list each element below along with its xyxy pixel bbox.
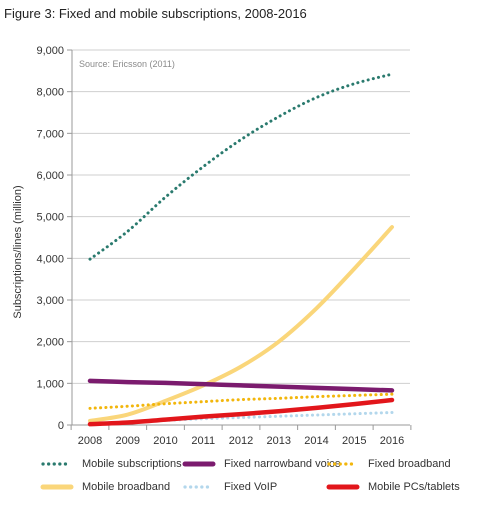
data-point-mobile-pcs-tablets [354, 404, 355, 405]
data-point-mobile-pcs-tablets [316, 407, 317, 408]
chart-title: Figure 3: Fixed and mobile subscriptions… [4, 6, 307, 21]
data-point-fixed-broadband [392, 394, 393, 395]
x-tick-label: 2016 [380, 435, 404, 447]
series-line-fixed-broadband [88, 392, 394, 410]
data-point-fixed-voip [278, 416, 279, 417]
data-point-fixed-broadband [316, 396, 317, 397]
data-point-fixed-voip [392, 412, 393, 413]
y-tick-label: 5,000 [36, 212, 64, 224]
data-point-mobile-broadband [354, 268, 355, 269]
data-point-mobile-subscriptions [354, 83, 355, 84]
data-point-mobile-broadband [127, 414, 128, 415]
legend-swatch [182, 461, 216, 467]
legend-item: Fixed VoIP [182, 481, 277, 493]
x-tick-label: 2012 [229, 435, 253, 447]
data-point-mobile-pcs-tablets [392, 400, 393, 401]
legend-item: Fixed narrowband voice [182, 458, 341, 470]
legend-label: Mobile subscriptions [82, 458, 182, 470]
legend-swatch [41, 462, 73, 466]
source-annotation: Source: Ericsson (2011) [79, 59, 175, 69]
legend-item: Mobile PCs/tablets [326, 481, 460, 493]
series-line-mobile-broadband [88, 225, 394, 423]
data-point-mobile-pcs-tablets [165, 419, 166, 420]
series-line-mobile-pcs-tablets [87, 397, 395, 427]
data-point-mobile-pcs-tablets [241, 414, 242, 415]
legend-swatch [327, 462, 359, 466]
y-tick-label: 7,000 [36, 128, 64, 140]
series-line-mobile-subscriptions [88, 72, 394, 261]
y-tick-label: 1,000 [36, 378, 64, 390]
legend-item: Mobile broadband [40, 481, 170, 493]
data-point-mobile-broadband [392, 227, 393, 228]
data-point-mobile-broadband [278, 341, 279, 342]
data-point-fixed-voip [354, 413, 355, 414]
data-point-mobile-pcs-tablets [278, 411, 279, 412]
series-line-fixed-narrowband-voice [87, 378, 395, 393]
legend-item: Fixed broadband [326, 458, 451, 470]
data-point-mobile-subscriptions [127, 231, 128, 232]
data-point-mobile-subscriptions [203, 166, 204, 167]
data-point-fixed-narrowband-voice [203, 384, 204, 385]
data-point-mobile-subscriptions [90, 259, 91, 260]
x-tick-label: 2011 [191, 435, 215, 447]
data-point-fixed-narrowband-voice [354, 389, 355, 390]
data-point-fixed-broadband [354, 395, 355, 396]
x-tick-label: 2010 [153, 435, 177, 447]
legend-swatch [40, 484, 74, 490]
legend-swatch [326, 484, 360, 490]
x-tick-label: 2015 [342, 435, 366, 447]
y-tick-label: 0 [58, 420, 64, 432]
data-point-mobile-subscriptions [278, 116, 279, 117]
data-point-mobile-pcs-tablets [90, 424, 91, 425]
data-point-fixed-narrowband-voice [90, 380, 91, 381]
data-point-fixed-narrowband-voice [278, 386, 279, 387]
data-point-mobile-broadband [165, 400, 166, 401]
legend-label: Fixed VoIP [224, 481, 278, 493]
legend-swatch [183, 485, 215, 489]
data-point-mobile-pcs-tablets [127, 422, 128, 423]
data-point-fixed-broadband [90, 408, 91, 409]
data-point-fixed-broadband [203, 401, 204, 402]
y-tick-label: 2,000 [36, 337, 64, 349]
data-point-fixed-narrowband-voice [241, 385, 242, 386]
data-point-mobile-broadband [90, 420, 91, 421]
data-point-mobile-broadband [241, 366, 242, 367]
y-tick-label: 4,000 [36, 253, 64, 265]
legend-label: Mobile broadband [82, 481, 171, 493]
legend-label: Mobile PCs/tablets [368, 481, 460, 493]
legend-item: Mobile subscriptions [40, 458, 182, 470]
data-point-fixed-voip [241, 417, 242, 418]
data-point-fixed-narrowband-voice [127, 382, 128, 383]
data-point-fixed-narrowband-voice [165, 382, 166, 383]
data-point-mobile-broadband [316, 308, 317, 309]
legend-label: Fixed broadband [368, 458, 451, 470]
x-tick-label: 2008 [78, 435, 102, 447]
data-point-mobile-pcs-tablets [203, 416, 204, 417]
data-point-fixed-narrowband-voice [392, 390, 393, 391]
data-point-mobile-subscriptions [241, 139, 242, 140]
grid [67, 49, 412, 430]
x-tick-label: 2013 [267, 435, 291, 447]
x-tick-label: 2014 [304, 435, 328, 447]
data-point-mobile-subscriptions [316, 97, 317, 98]
y-tick-labels: 0 1,000 2,000 3,000 4,000 5,000 6,000 7,000 8,00… [36, 45, 64, 432]
data-point-fixed-broadband [165, 403, 166, 404]
x-tick-label: 2009 [116, 435, 140, 447]
data-point-fixed-broadband [127, 406, 128, 407]
series-lines [87, 72, 395, 427]
data-point-fixed-broadband [278, 398, 279, 399]
data-point-fixed-narrowband-voice [316, 387, 317, 388]
data-point-fixed-broadband [241, 399, 242, 400]
x-tick-labels: 2008 2009 2010 2011 2012 2013 2014 2015 2016 [78, 435, 404, 447]
data-point-fixed-voip [316, 415, 317, 416]
data-point-mobile-subscriptions [165, 197, 166, 198]
y-tick-label: 8,000 [36, 87, 64, 99]
data-point-mobile-subscriptions [392, 74, 393, 75]
y-tick-label: 3,000 [36, 295, 64, 307]
y-tick-label: 6,000 [36, 170, 64, 182]
legend-label: Fixed narrowband voice [224, 458, 341, 470]
y-tick-label: 9,000 [36, 45, 64, 57]
